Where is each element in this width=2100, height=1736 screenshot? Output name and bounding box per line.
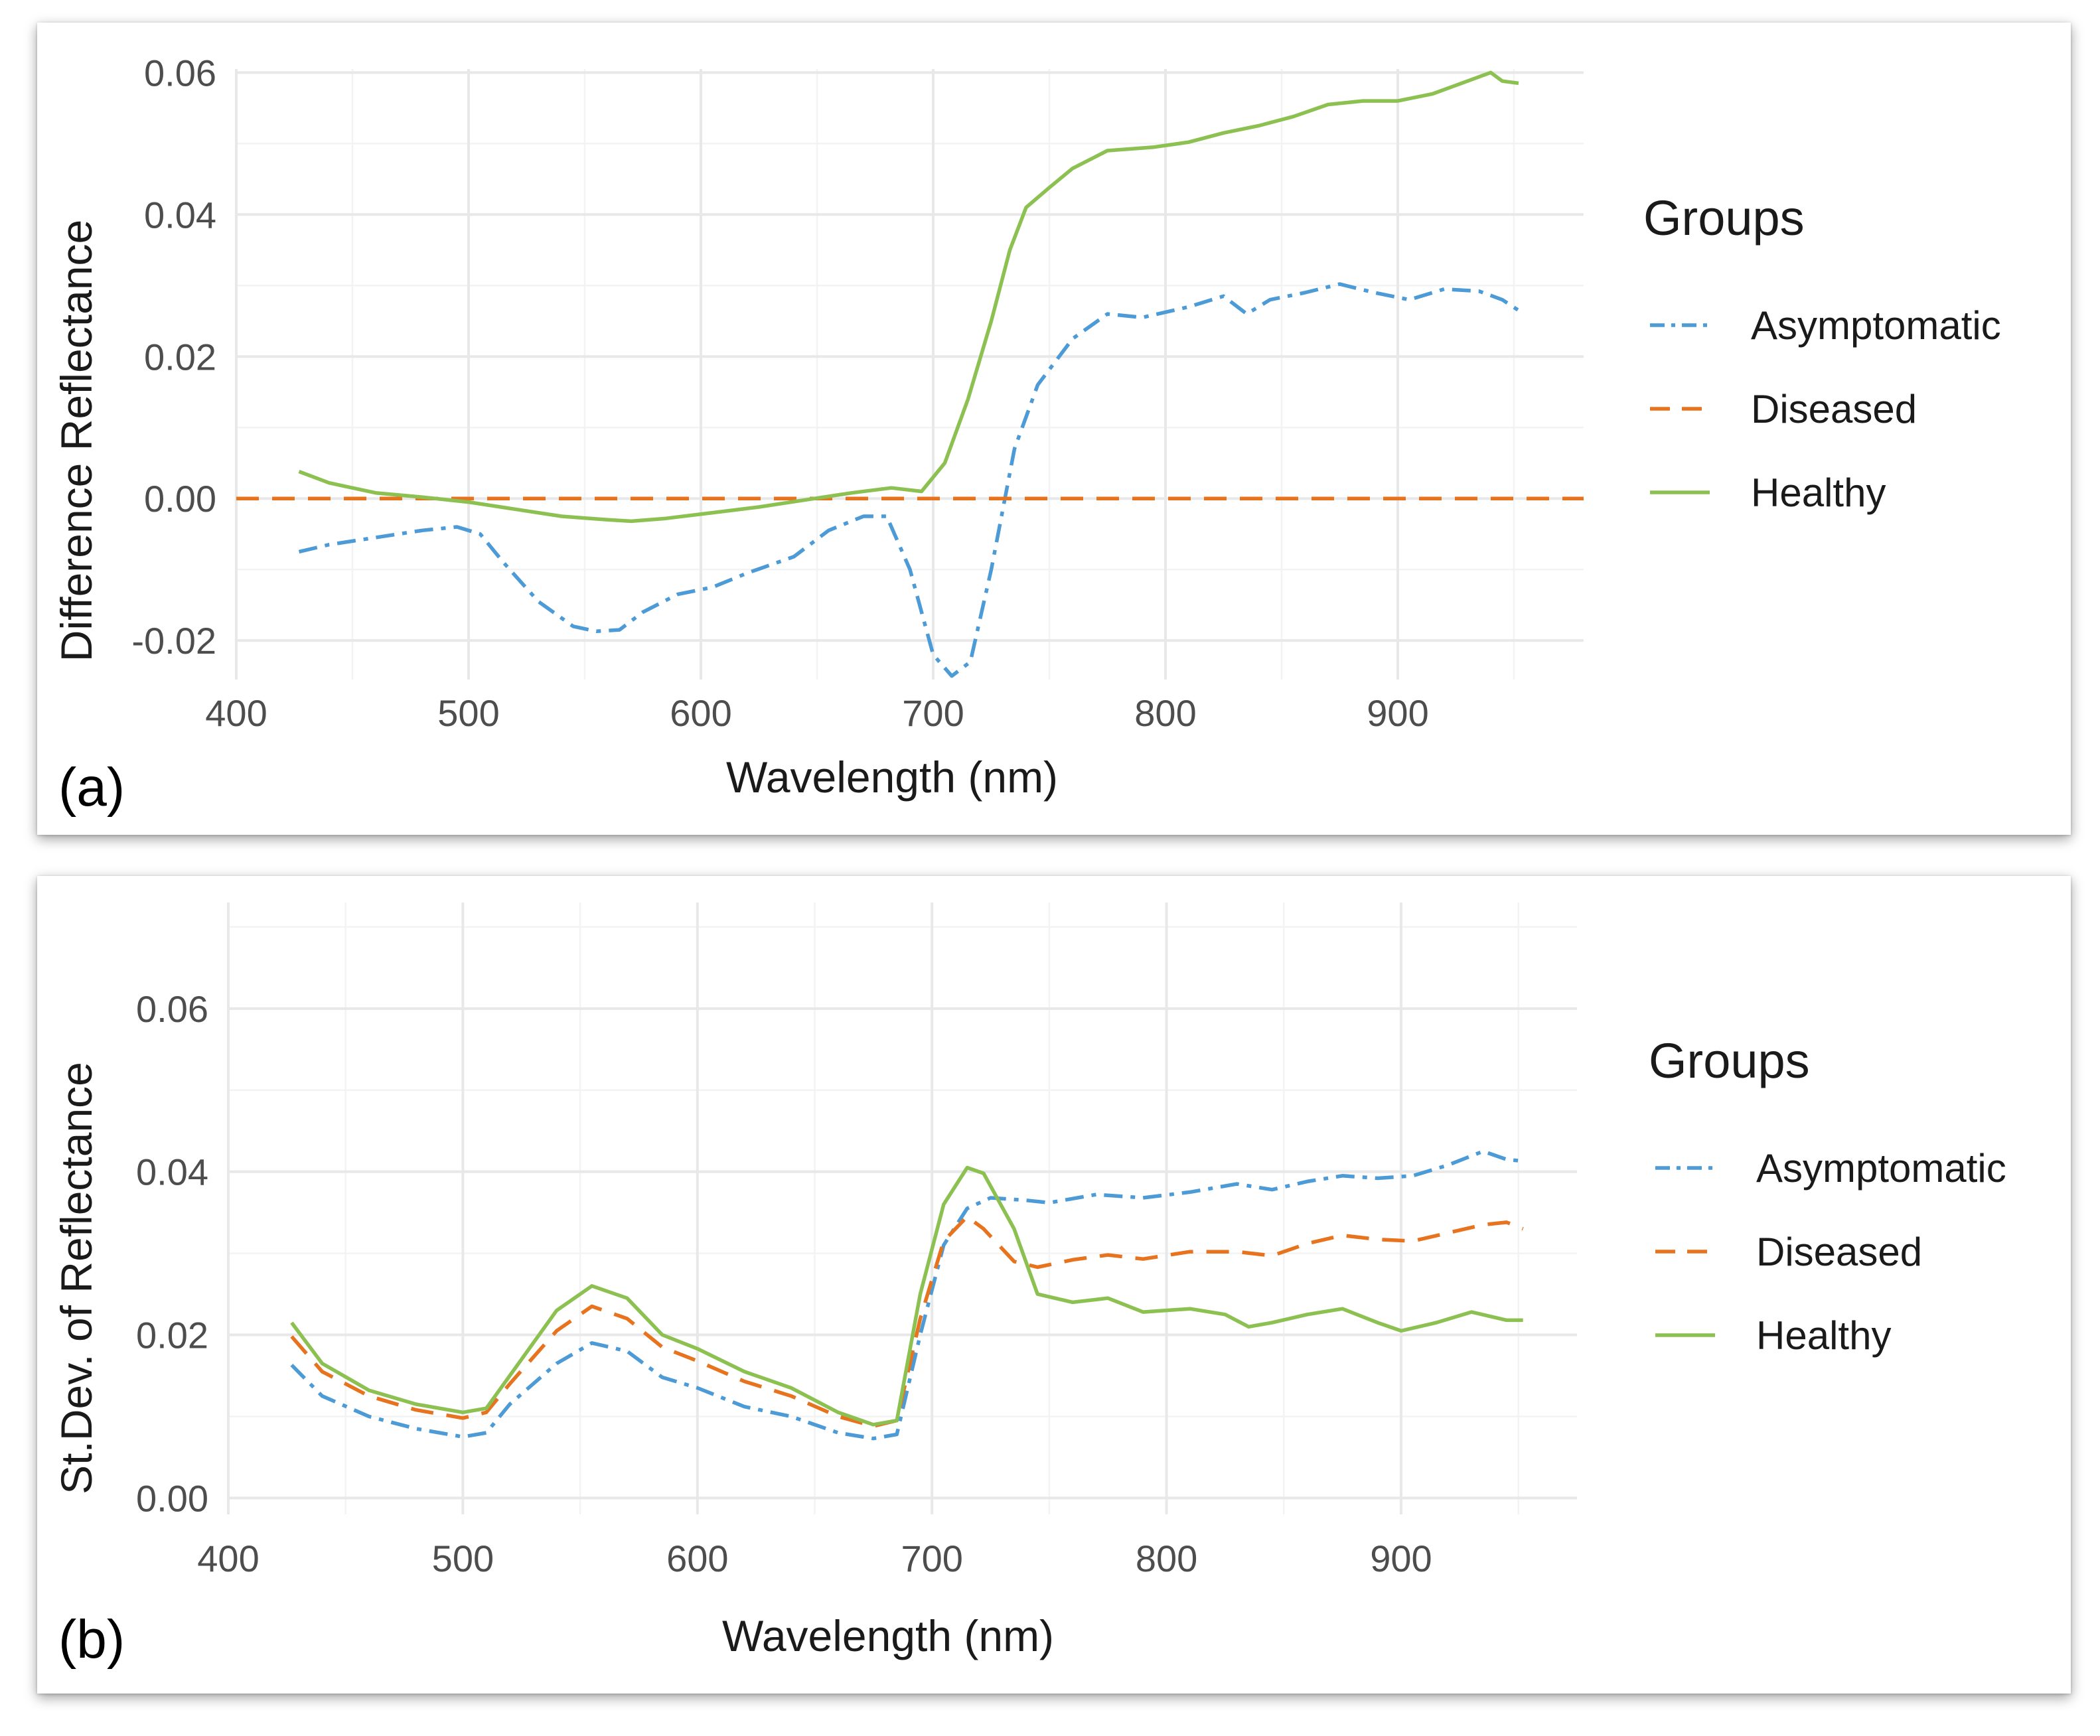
x-axis-title: Wavelength (nm) — [726, 753, 1058, 802]
x-tick-label: 700 — [902, 692, 964, 734]
y-tick-label: 0.02 — [136, 1315, 208, 1356]
y-tick-label: 0.04 — [144, 194, 216, 236]
legend: Groups Asymptomatic Diseased Healthy — [1643, 190, 2001, 515]
x-tick-label: 600 — [670, 692, 731, 734]
y-tick-label: 0.00 — [144, 478, 216, 520]
y-tick-label: 0.06 — [144, 52, 216, 94]
legend-label-asymptomatic: Asymptomatic — [1751, 303, 2001, 348]
legend-label-diseased: Diseased — [1751, 387, 1917, 431]
legend-label-healthy: Healthy — [1756, 1313, 1891, 1358]
series-line-asymptomatic — [290, 1149, 1523, 1441]
y-tick-label: 0.00 — [136, 1477, 208, 1519]
series-line-healthy — [290, 1165, 1523, 1427]
series-line-healthy — [298, 70, 1519, 524]
legend: Groups Asymptomatic Diseased Healthy — [1649, 1033, 2006, 1358]
stdev-reflectance-chart: 400 500 600 700 800 900 0.00 0.02 0.04 0.06 Wavel… — [52, 903, 2006, 1670]
legend-title: Groups — [1643, 190, 1805, 246]
x-tick-label: 500 — [432, 1538, 494, 1579]
y-tick-label: -0.02 — [131, 620, 216, 662]
x-tick-label: 800 — [1134, 692, 1196, 734]
x-tick-label: 800 — [1136, 1538, 1197, 1579]
panel-label: (a) — [58, 757, 125, 818]
x-tick-label: 900 — [1367, 692, 1428, 734]
series-line-diseased — [290, 1214, 1524, 1428]
x-axis-title: Wavelength (nm) — [722, 1611, 1054, 1660]
x-tick-label: 900 — [1370, 1538, 1432, 1579]
series-line-asymptomatic — [298, 282, 1520, 678]
difference-reflectance-chart: 400 500 600 700 800 900-0.020.000.020.040.06 … — [52, 52, 2001, 818]
x-tick-label: 700 — [901, 1538, 962, 1579]
chart-panel-a: 400 500 600 700 800 900 -0.02 0.00 0.02 0.04 0.06 … — [37, 23, 2071, 835]
chart-panel-b: 400 500 600 700 800 900 0.00 0.02 0.04 0.06 Wavel… — [37, 876, 2071, 1694]
x-tick-label: 400 — [205, 692, 267, 734]
x-tick-label: 500 — [437, 692, 499, 734]
panel-label: (b) — [58, 1609, 125, 1670]
y-tick-label: 0.04 — [136, 1151, 208, 1193]
y-tick-label: 0.02 — [144, 336, 216, 378]
legend-label-healthy: Healthy — [1751, 470, 1886, 515]
legend-label-diseased: Diseased — [1756, 1230, 1922, 1274]
x-tick-label: 600 — [666, 1538, 728, 1579]
y-tick-label: 0.06 — [136, 988, 208, 1030]
legend-title: Groups — [1649, 1033, 1810, 1088]
legend-label-asymptomatic: Asymptomatic — [1756, 1146, 2006, 1191]
x-tick-label: 400 — [197, 1538, 259, 1579]
y-axis-title: St.Dev. of Reflectance — [52, 1062, 101, 1494]
y-axis-title: Difference Reflectance — [52, 220, 101, 662]
